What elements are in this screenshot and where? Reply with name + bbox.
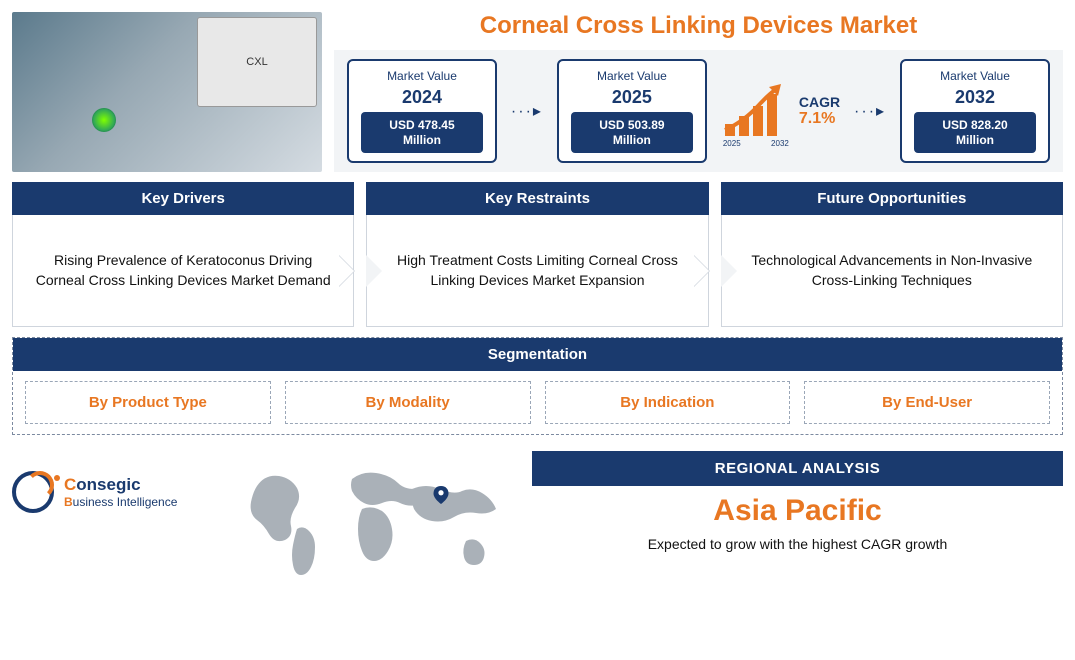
world-map [242,451,522,581]
arrow-dots-icon: ···▸ [511,101,543,121]
panel-header: Key Restraints [366,182,708,215]
top-row: CXL Corneal Cross Linking Devices Market… [12,12,1063,172]
company-logo: Consegic Business Intelligence [12,451,232,513]
panel-header: Key Drivers [12,182,354,215]
infographic-root: CXL Corneal Cross Linking Devices Market… [0,0,1075,660]
cagr-axis-end: 2032 [771,139,789,148]
value-year: 2024 [402,87,442,108]
page-title: Corneal Cross Linking Devices Market [334,12,1063,40]
cagr-percent: 7.1% [799,110,840,128]
panel-body: Technological Advancements in Non-Invasi… [721,215,1063,327]
segmentation-header: Segmentation [13,338,1062,371]
eye-glow [92,108,116,132]
panel-drivers: Key Drivers Rising Prevalence of Keratoc… [12,182,354,327]
regional-subtitle: Expected to grow with the highest CAGR g… [532,536,1063,552]
value-amount: USD 828.20 Million [914,112,1036,153]
cagr-block: 2025 2032 CAGR 7.1% [721,76,840,146]
panel-opportunities: Future Opportunities Technological Advan… [721,182,1063,327]
value-card-2032: Market Value 2032 USD 828.20 Million [900,59,1050,163]
value-card-2024: Market Value 2024 USD 478.45 Million [347,59,497,163]
segmentation-section: Segmentation By Product Type By Modality… [12,337,1063,435]
value-year: 2032 [955,87,995,108]
value-label: Market Value [597,69,667,83]
value-year: 2025 [612,87,652,108]
segment-product-type: By Product Type [25,381,271,424]
segment-indication: By Indication [545,381,791,424]
regional-header: REGIONAL ANALYSIS [532,451,1063,486]
footer-row: Consegic Business Intelligence [12,445,1063,648]
value-amount: USD 503.89 Million [571,112,693,153]
logo-line1-rest: onsegic [76,475,140,494]
segmentation-row: By Product Type By Modality By Indicatio… [13,371,1062,426]
value-label: Market Value [940,69,1010,83]
value-label: Market Value [387,69,457,83]
panel-header: Future Opportunities [721,182,1063,215]
value-amount: USD 478.45 Million [361,112,483,153]
panel-body: Rising Prevalence of Keratoconus Driving… [12,215,354,327]
logo-mark-icon [12,471,54,513]
logo-text: Consegic Business Intelligence [64,475,177,509]
panel-body: High Treatment Costs Limiting Corneal Cr… [366,215,708,327]
cagr-label: CAGR [799,94,840,110]
cagr-text: CAGR 7.1% [799,94,840,128]
logo-line2-accent: B [64,495,73,509]
segment-modality: By Modality [285,381,531,424]
panel-restraints: Key Restraints High Treatment Costs Limi… [366,182,708,327]
logo-line2-rest: usiness Intelligence [73,495,178,509]
segment-end-user: By End-User [804,381,1050,424]
cagr-chart-icon: 2025 2032 [721,76,791,146]
regional-analysis: REGIONAL ANALYSIS Asia Pacific Expected … [532,451,1063,552]
value-card-2025: Market Value 2025 USD 503.89 Million [557,59,707,163]
cagr-axis-start: 2025 [723,139,741,148]
top-right: Corneal Cross Linking Devices Market Mar… [334,12,1063,172]
growth-arrow-icon [723,84,783,134]
device-in-photo: CXL [197,17,317,107]
arrow-dots-icon: ···▸ [854,101,886,121]
market-value-strip: Market Value 2024 USD 478.45 Million ···… [334,50,1063,172]
hero-photo: CXL [12,12,322,172]
world-map-icon [242,451,522,581]
regional-name: Asia Pacific [532,494,1063,528]
logo-line1-accent: C [64,475,76,494]
panels-row: Key Drivers Rising Prevalence of Keratoc… [12,182,1063,327]
map-pin-icon [432,486,450,504]
